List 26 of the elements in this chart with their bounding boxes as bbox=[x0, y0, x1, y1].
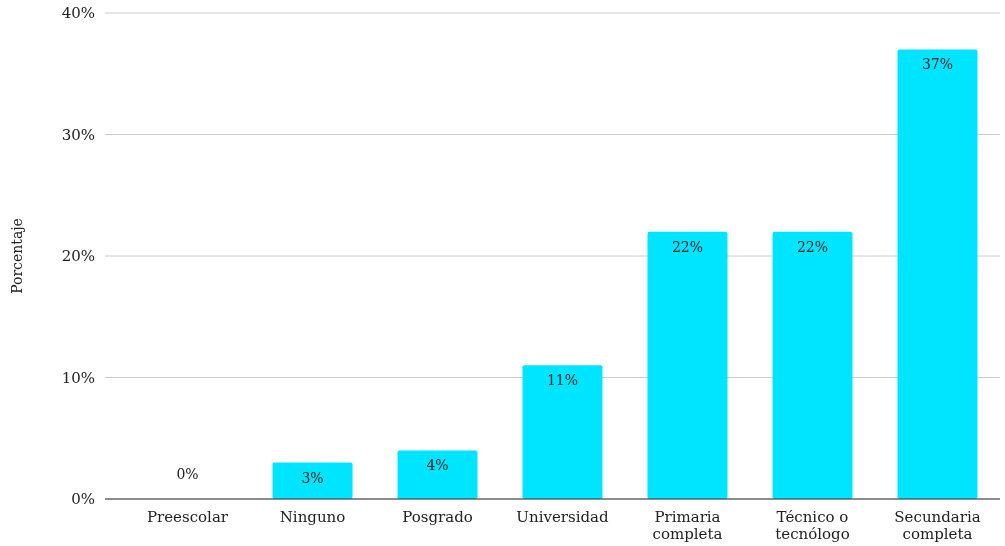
data-label: 3% bbox=[301, 469, 324, 486]
bar bbox=[897, 49, 978, 499]
x-tick-label: Secundaria completa bbox=[894, 508, 981, 543]
x-tick-label: Preescolar bbox=[146, 508, 229, 526]
y-tick-label: 0% bbox=[71, 490, 95, 509]
x-tick-label: Ninguno bbox=[279, 508, 346, 526]
x-tick-label: Universidad bbox=[516, 508, 610, 526]
data-label: 37% bbox=[921, 56, 954, 73]
data-label: 11% bbox=[546, 372, 579, 389]
y-tick-label: 10% bbox=[61, 368, 95, 387]
y-tick-label: 40% bbox=[61, 4, 95, 23]
x-tick-label: Técnico o tecnólogo bbox=[775, 508, 850, 543]
y-tick-label: 30% bbox=[61, 125, 95, 144]
x-tick-label: Posgrado bbox=[402, 508, 473, 526]
data-label: 22% bbox=[796, 238, 829, 255]
bar bbox=[272, 462, 353, 499]
data-label: 4% bbox=[426, 457, 449, 474]
x-tick-label: Primaria completa bbox=[652, 508, 723, 543]
y-tick-label: 20% bbox=[61, 247, 95, 266]
data-label: 22% bbox=[671, 238, 704, 255]
y-axis-title: Porcentaje bbox=[9, 218, 25, 294]
bar bbox=[647, 231, 728, 499]
bar bbox=[522, 365, 603, 499]
data-label: 0% bbox=[176, 466, 199, 482]
bar bbox=[397, 450, 478, 499]
bar bbox=[772, 231, 853, 499]
